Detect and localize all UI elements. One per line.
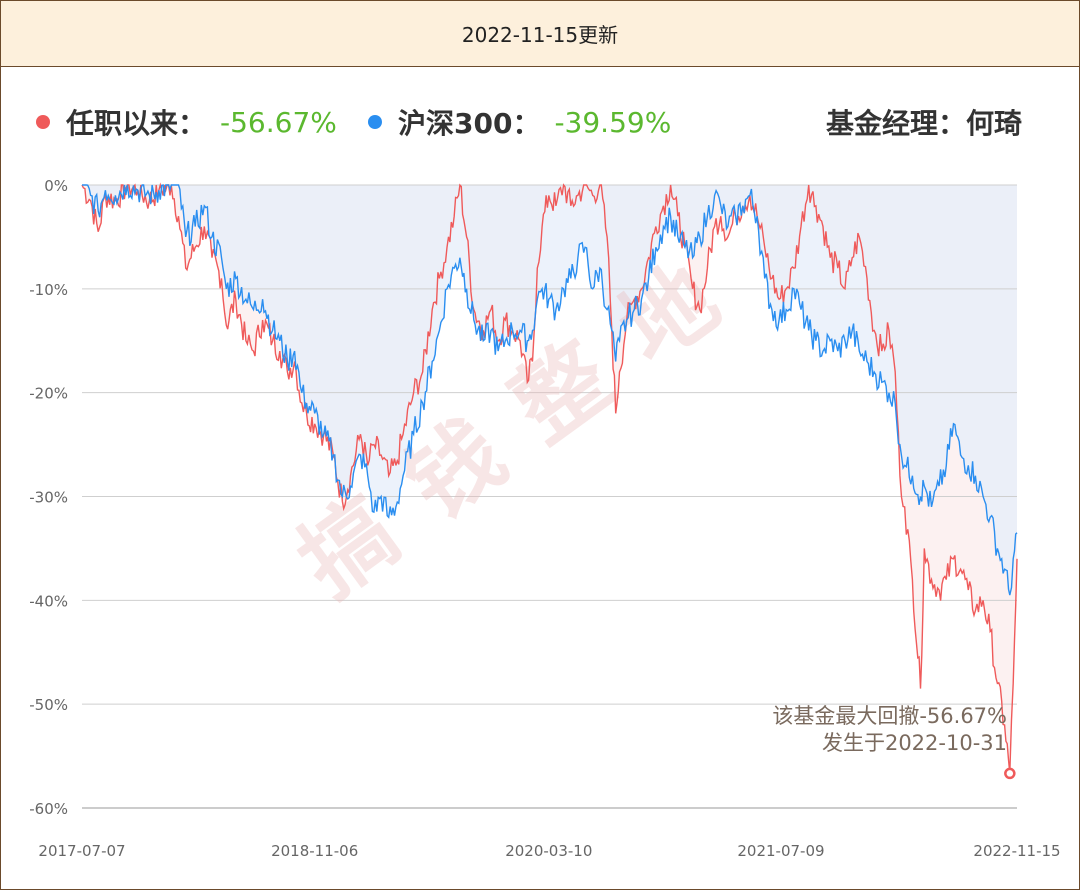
legend-fund: 任职以来： -56.67% <box>36 100 337 144</box>
update-header: 2022-11-15更新 <box>1 1 1079 67</box>
x-tick-label: 2021-07-09 <box>737 842 824 860</box>
max-drawdown-date-annotation: 发生于2022-10-31 <box>822 731 1007 755</box>
update-date-title: 2022-11-15更新 <box>461 23 619 47</box>
fund-legend-label: 任职以来： <box>66 107 207 140</box>
x-tick-label: 2020-03-10 <box>505 842 592 860</box>
series-area-1 <box>82 185 1017 596</box>
y-tick-label: -10% <box>29 281 68 299</box>
y-tick-label: -60% <box>29 800 68 818</box>
index-legend-value: -39.59% <box>554 105 672 139</box>
y-tick-label: -40% <box>29 592 68 610</box>
fund-legend-dot-icon <box>36 115 50 129</box>
index-legend-label: 沪深300： <box>398 107 541 140</box>
y-tick-label: -50% <box>29 696 68 714</box>
series-line-0 <box>81 182 1018 774</box>
y-tick-label: 0% <box>44 177 68 195</box>
fund-legend-value: -56.67% <box>220 105 337 139</box>
y-tick-label: -20% <box>29 385 68 403</box>
legend-manager: 基金经理：何琦 <box>826 100 1022 144</box>
y-tick-label: -30% <box>29 489 68 507</box>
index-legend-dot-icon <box>368 115 382 129</box>
max-drawdown-marker <box>1004 767 1016 780</box>
x-tick-label: 2018-11-06 <box>271 842 358 860</box>
x-tick-label: 2022-11-15 <box>973 842 1060 860</box>
fund-manager-label: 基金经理：何琦 <box>825 107 1022 140</box>
x-tick-label: 2017-07-07 <box>38 842 125 860</box>
legend-index: 沪深300： -39.59% <box>368 100 671 144</box>
series-line-1 <box>82 184 1018 596</box>
max-drawdown-annotation: 该基金最大回撤-56.67% <box>772 704 1007 728</box>
